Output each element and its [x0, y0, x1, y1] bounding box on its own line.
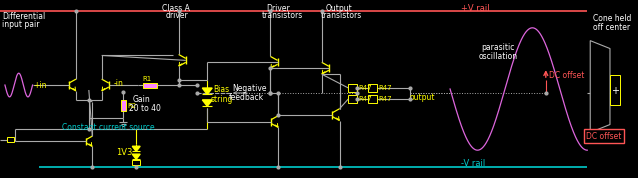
Text: off center: off center	[593, 23, 630, 32]
Polygon shape	[202, 100, 212, 106]
Bar	[7, 137, 14, 142]
Text: +in: +in	[34, 81, 47, 90]
Text: transistors: transistors	[262, 11, 303, 20]
Polygon shape	[202, 88, 212, 94]
Bar	[348, 95, 357, 103]
Text: DC offset: DC offset	[549, 71, 584, 80]
Bar	[132, 160, 140, 165]
Text: R2: R2	[128, 103, 137, 109]
Text: transistors: transistors	[321, 11, 362, 20]
Text: input pair: input pair	[2, 20, 40, 29]
Text: Output: Output	[326, 4, 352, 13]
Bar	[143, 83, 157, 88]
Text: Driver: Driver	[267, 4, 290, 13]
Text: string: string	[211, 95, 233, 104]
Text: Class A: Class A	[162, 4, 189, 13]
Text: -V rail: -V rail	[461, 159, 485, 167]
Text: Differential: Differential	[2, 12, 45, 21]
Text: parasitic: parasitic	[482, 43, 515, 52]
Bar	[584, 129, 624, 143]
Bar	[610, 75, 620, 105]
Bar	[121, 100, 126, 111]
Text: oscillation: oscillation	[478, 52, 518, 61]
Polygon shape	[132, 146, 140, 151]
Text: R47: R47	[359, 85, 372, 91]
Bar	[368, 95, 377, 103]
Text: R1: R1	[142, 76, 152, 82]
Text: R47: R47	[359, 96, 372, 102]
Text: DC offset: DC offset	[586, 132, 622, 141]
Text: Gain: Gain	[132, 95, 150, 104]
Text: feedback: feedback	[229, 93, 264, 102]
Text: 1V3: 1V3	[117, 148, 133, 157]
Text: Bias: Bias	[213, 85, 229, 95]
Text: output: output	[410, 93, 435, 102]
Text: +V rail: +V rail	[461, 4, 489, 13]
Text: 20 to 40: 20 to 40	[130, 104, 161, 113]
Bar	[368, 84, 377, 92]
Text: driver: driver	[166, 11, 189, 20]
Text: R47: R47	[378, 85, 392, 91]
Text: -in: -in	[114, 78, 123, 88]
Text: Constant current source: Constant current source	[62, 123, 155, 132]
Text: Cone held: Cone held	[593, 14, 632, 23]
Bar	[348, 84, 357, 92]
Polygon shape	[590, 41, 610, 132]
Text: R47: R47	[378, 96, 392, 102]
Text: +: +	[611, 86, 619, 96]
Text: Negative: Negative	[232, 83, 267, 93]
Polygon shape	[132, 154, 140, 159]
